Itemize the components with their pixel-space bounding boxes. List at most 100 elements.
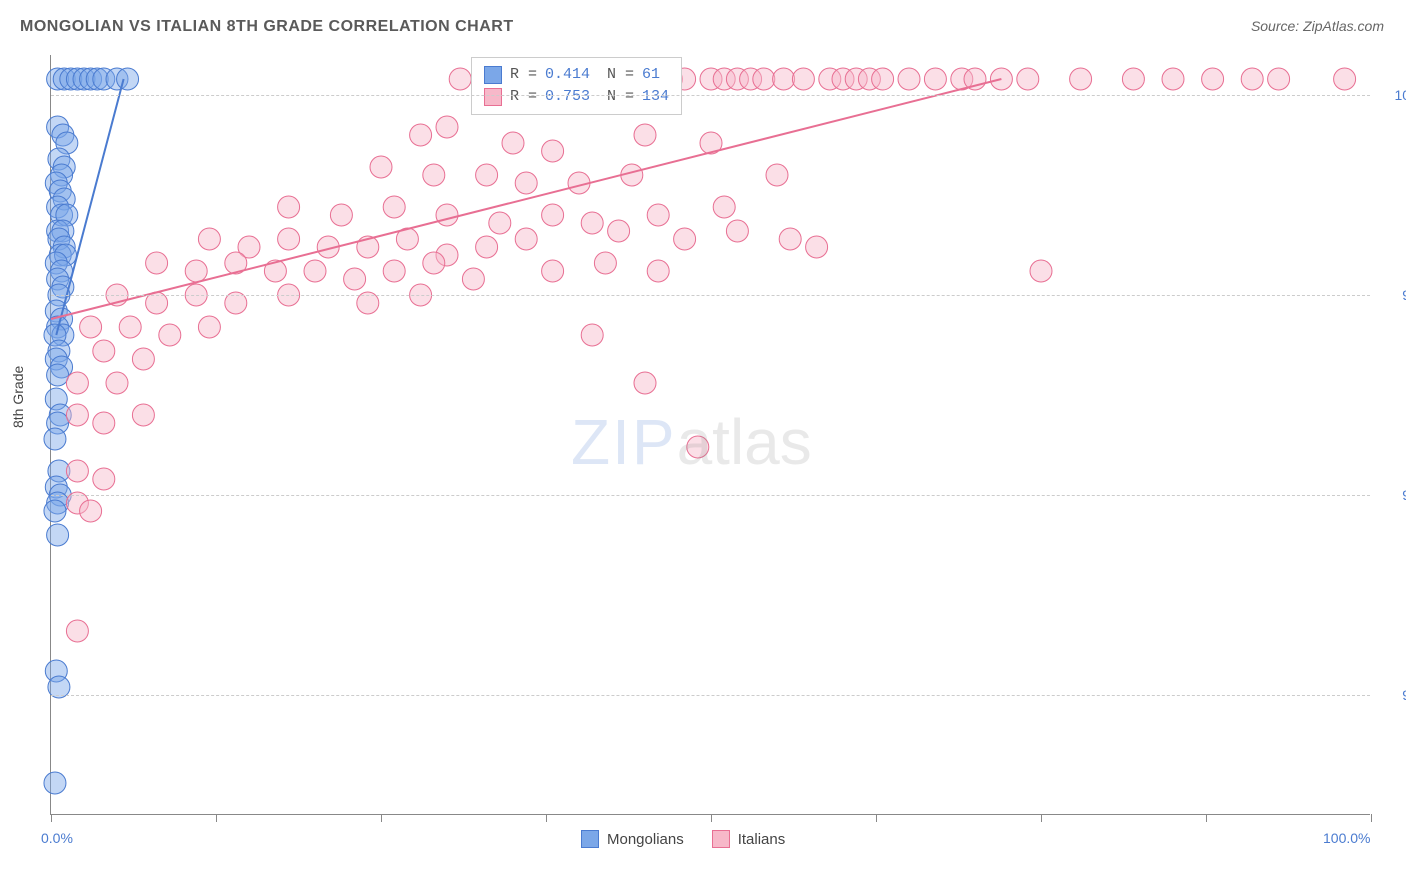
data-point (44, 772, 66, 794)
data-point (647, 260, 669, 282)
gridline (51, 95, 1370, 96)
x-tick (1371, 814, 1372, 822)
scatter-svg (51, 55, 1370, 814)
legend-swatch (484, 66, 502, 84)
data-point (542, 204, 564, 226)
data-point (436, 116, 458, 138)
legend-series-item: Mongolians (581, 830, 684, 848)
legend-swatch (484, 88, 502, 106)
data-point (1334, 68, 1356, 90)
source-label: Source: ZipAtlas.com (1251, 18, 1384, 34)
data-point (476, 164, 498, 186)
gridline (51, 695, 1370, 696)
legend-correlation: R = 0.414 N = 61 R = 0.753 N = 134 (471, 57, 682, 115)
data-point (80, 316, 102, 338)
data-point (117, 68, 139, 90)
data-point (47, 524, 69, 546)
data-point (924, 68, 946, 90)
legend-n-label: N = (598, 86, 634, 108)
legend-swatch (712, 830, 730, 848)
data-point (898, 68, 920, 90)
x-tick (1041, 814, 1042, 822)
x-tick (876, 814, 877, 822)
legend-r-label: R = (510, 86, 537, 108)
x-tick (216, 814, 217, 822)
data-point (542, 140, 564, 162)
legend-n-label: N = (598, 64, 634, 86)
data-point (753, 68, 775, 90)
data-point (1070, 68, 1092, 90)
data-point (462, 268, 484, 290)
x-tick (381, 814, 382, 822)
legend-n-value: 134 (642, 86, 669, 108)
data-point (44, 500, 66, 522)
data-point (198, 316, 220, 338)
data-point (766, 164, 788, 186)
data-point (44, 428, 66, 450)
x-tick (546, 814, 547, 822)
trend-line (51, 79, 1001, 319)
data-point (132, 348, 154, 370)
data-point (515, 228, 537, 250)
legend-row: R = 0.414 N = 61 (484, 64, 669, 86)
legend-row: R = 0.753 N = 134 (484, 86, 669, 108)
legend-n-value: 61 (642, 64, 660, 86)
data-point (198, 228, 220, 250)
gridline (51, 495, 1370, 496)
data-point (581, 212, 603, 234)
data-point (1241, 68, 1263, 90)
data-point (278, 228, 300, 250)
data-point (792, 68, 814, 90)
data-point (634, 372, 656, 394)
data-point (436, 204, 458, 226)
data-point (106, 372, 128, 394)
data-point (872, 68, 894, 90)
data-point (449, 68, 471, 90)
legend-series-label: Mongolians (607, 831, 684, 848)
y-tick-label: 97.5% (1402, 287, 1406, 303)
data-point (1202, 68, 1224, 90)
data-point (515, 172, 537, 194)
data-point (146, 252, 168, 274)
data-point (423, 252, 445, 274)
data-point (330, 204, 352, 226)
data-point (370, 156, 392, 178)
data-point (80, 500, 102, 522)
data-point (410, 124, 432, 146)
data-point (1268, 68, 1290, 90)
data-point (806, 236, 828, 258)
legend-series: Mongolians Italians (581, 830, 785, 848)
data-point (502, 132, 524, 154)
legend-swatch (581, 830, 599, 848)
data-point (383, 196, 405, 218)
data-point (93, 412, 115, 434)
y-tick-label: 95.0% (1402, 487, 1406, 503)
data-point (423, 164, 445, 186)
x-tick-label: 0.0% (41, 830, 73, 846)
data-point (185, 260, 207, 282)
data-point (304, 260, 326, 282)
data-point (66, 620, 88, 642)
data-point (489, 212, 511, 234)
data-point (1162, 68, 1184, 90)
data-point (581, 324, 603, 346)
data-point (93, 468, 115, 490)
data-point (278, 196, 300, 218)
x-tick (711, 814, 712, 822)
data-point (159, 324, 181, 346)
data-point (344, 268, 366, 290)
data-point (779, 228, 801, 250)
data-point (66, 460, 88, 482)
data-point (687, 436, 709, 458)
data-point (66, 372, 88, 394)
x-tick-label: 100.0% (1323, 830, 1370, 846)
data-point (647, 204, 669, 226)
data-point (476, 236, 498, 258)
legend-series-label: Italians (738, 831, 786, 848)
legend-r-label: R = (510, 64, 537, 86)
plot-area: ZIPatlas R = 0.414 N = 61 R = 0.753 N = … (50, 55, 1370, 815)
data-point (119, 316, 141, 338)
data-point (383, 260, 405, 282)
x-tick (51, 814, 52, 822)
data-point (773, 68, 795, 90)
